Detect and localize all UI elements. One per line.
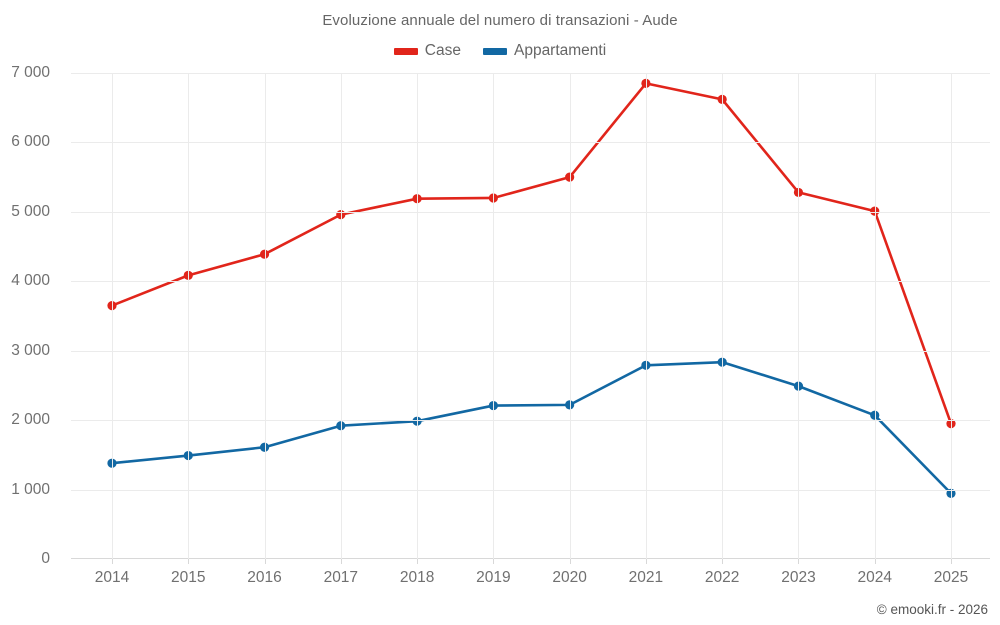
- credit-label: © emooki.fr - 2026: [876, 602, 988, 617]
- legend-label: Appartamenti: [513, 42, 607, 59]
- x-axis-tick-mark: [951, 559, 952, 564]
- x-axis-tick-mark: [569, 559, 571, 564]
- x-axis-tick-label: 2015: [171, 569, 206, 586]
- gridline-horizontal: [71, 142, 990, 144]
- x-axis-tick-mark: [798, 559, 800, 564]
- series-line-case: [110, 82, 953, 425]
- gridline-vertical: [417, 73, 419, 559]
- x-axis-tick-label: 2023: [781, 569, 816, 586]
- x-axis-tick-label: 2018: [399, 569, 435, 586]
- series-layer: [107, 78, 956, 498]
- gridline-horizontal: [71, 211, 990, 213]
- gridline-vertical: [493, 73, 495, 559]
- x-axis-tick-label: 2024: [857, 569, 892, 586]
- x-axis-tick-mark: [874, 559, 876, 564]
- gridline-vertical: [112, 73, 113, 559]
- gridline-vertical: [188, 73, 190, 559]
- gridline-vertical: [340, 73, 342, 559]
- gridline-vertical: [569, 73, 571, 559]
- x-axis-line: [71, 558, 990, 559]
- legend-label: Case: [424, 42, 461, 59]
- gridline-horizontal: [71, 489, 990, 491]
- gridline-vertical: [951, 73, 952, 559]
- legend-swatch-icon: [393, 47, 418, 55]
- y-axis-tick-label: 7 000: [11, 64, 50, 81]
- legend-item-appartamenti[interactable]: Appartamenti: [482, 42, 607, 60]
- gridline-vertical: [798, 73, 800, 559]
- gridline-horizontal: [71, 73, 990, 74]
- x-axis-tick-label: 2014: [94, 569, 130, 586]
- x-axis-tick-label: 2017: [323, 569, 359, 586]
- x-axis-tick-mark: [722, 559, 724, 564]
- x-axis-tick-mark: [493, 559, 495, 564]
- x-axis-tick-label: 2016: [247, 569, 282, 586]
- y-axis-tick-label: 5 000: [11, 202, 50, 220]
- gridline-horizontal: [71, 420, 990, 422]
- y-axis-tick-label: 1 000: [11, 480, 50, 498]
- legend-item-case[interactable]: Case: [393, 42, 461, 60]
- chart-legend: Case Appartamenti: [0, 42, 1000, 60]
- x-axis-tick-mark: [112, 559, 113, 564]
- x-axis-tick-mark: [340, 559, 342, 564]
- legend-swatch-icon: [482, 47, 507, 55]
- gridline-vertical: [874, 73, 876, 559]
- x-axis-tick-label: 2020: [552, 569, 587, 586]
- y-axis-tick-label: 0: [41, 550, 50, 567]
- gridline-vertical: [645, 73, 647, 559]
- chart-title: Evoluzione annuale del numero di transaz…: [322, 12, 678, 29]
- plot-area: 0 1 000 2 000 3 000 4 000 5 000 6 000 7 000 2014…: [11, 64, 990, 586]
- x-axis-tick-label: 2021: [628, 569, 664, 586]
- y-axis-tick-label: 4 000: [11, 272, 50, 290]
- gridline-vertical: [264, 73, 266, 559]
- x-axis-tick-label: 2022: [704, 569, 740, 586]
- series-line-appartamenti: [110, 360, 953, 495]
- y-axis-tick-label: 3 000: [11, 341, 50, 359]
- gridline-horizontal: [71, 281, 990, 283]
- y-axis-tick-label: 2 000: [11, 411, 50, 429]
- y-axis-tick-label: 6 000: [11, 133, 50, 151]
- x-axis-tick-mark: [417, 559, 419, 564]
- x-axis-tick-mark: [645, 559, 647, 564]
- data-point[interactable]: [793, 381, 804, 391]
- gridline-vertical: [722, 73, 724, 559]
- x-axis-tick-label: 2025: [933, 569, 969, 586]
- x-axis-tick-mark: [264, 559, 266, 564]
- x-axis-tick-mark: [188, 559, 190, 564]
- data-point[interactable]: [793, 187, 804, 198]
- x-axis-tick-label: 2019: [476, 569, 511, 586]
- gridline-horizontal: [71, 350, 990, 352]
